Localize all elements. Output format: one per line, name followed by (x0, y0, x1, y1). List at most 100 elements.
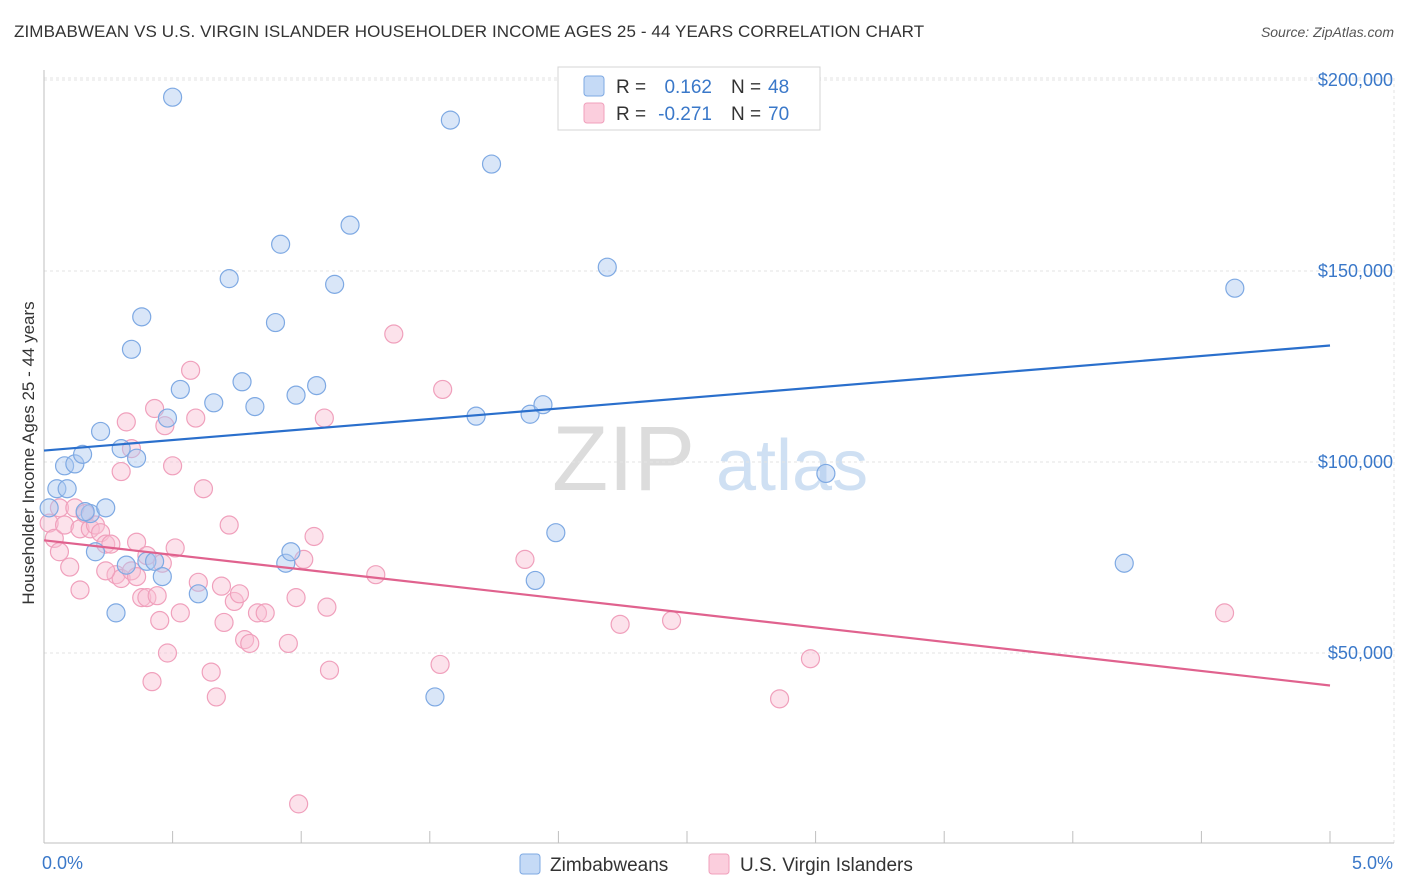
virgin-islanders-point-58 (366, 565, 386, 585)
virgin-islanders-point-7 (70, 519, 90, 539)
zimbabweans-point-40 (525, 570, 545, 591)
virgin-islanders-point-31 (157, 643, 178, 663)
legend-swatch-virgin-islanders (708, 853, 730, 875)
zimbabweans-point-11 (111, 439, 131, 459)
watermark-zip: ZIP (552, 408, 695, 510)
virgin-islanders-point-4 (54, 515, 75, 535)
virgin-islanders-point-67 (1214, 603, 1235, 623)
zimbabweans-point-1 (47, 479, 67, 499)
zimbabweans-point-46 (1225, 278, 1245, 298)
virgin-islanders-point-27 (144, 398, 165, 419)
zimbabweans-point-25 (232, 372, 252, 392)
virgin-islanders-point-29 (150, 610, 170, 631)
virgin-islanders-point-8 (70, 580, 90, 600)
stats-r-label-2: R = (616, 104, 646, 125)
y-tick-label-150k: $150,000 (1318, 261, 1393, 281)
virgin-islanders-point-33 (165, 538, 185, 558)
zimbabweans-point-24 (219, 269, 239, 289)
virgin-islanders-point-65 (769, 689, 790, 709)
virgin-islanders-point-47 (240, 633, 260, 654)
zimbabweans-point-13 (121, 339, 142, 359)
zimbabweans-point-8 (96, 498, 116, 518)
virgin-islanders-point-3 (49, 542, 70, 562)
zimbabweans-point-23 (204, 393, 224, 413)
virgin-islanders-point-46 (235, 630, 255, 650)
virgin-islanders-point-38 (193, 479, 214, 499)
virgin-islanders-point-50 (278, 633, 298, 654)
zimbabweans-point-45 (1114, 553, 1134, 573)
zimbabweans-point-44 (816, 463, 836, 484)
zimbabweans-point-19 (157, 408, 178, 428)
stats-legend: R = 0.162 N = 48 R = -0.271 N = 70 (557, 66, 821, 131)
zimbabweans-point-18 (152, 566, 172, 587)
zimbabweans-point-27 (265, 312, 286, 333)
zimbabweans-point-31 (286, 385, 306, 405)
virgin-islanders-point-51 (286, 588, 306, 608)
zimbabweans-trend-line (43, 344, 1331, 452)
virgin-islanders-point-59 (384, 324, 404, 344)
legend-label-zimbabweans: Zimbabweans (550, 855, 668, 876)
virgin-islanders-point-63 (610, 614, 630, 634)
zimbabweans-point-33 (325, 274, 345, 294)
zimbabweans-point-32 (307, 376, 327, 396)
zimbabweans-point-21 (170, 379, 190, 400)
zimbabweans-point-47 (75, 502, 95, 522)
virgin-islanders-point-45 (229, 584, 250, 604)
zimbabweans-point-26 (245, 397, 265, 417)
trend-lines (43, 344, 1331, 687)
virgin-islanders-point-52 (289, 794, 309, 814)
zimbabweans-point-5 (72, 444, 93, 464)
virgin-islanders-point-30 (155, 416, 175, 436)
virgin-islanders-trend-line (43, 539, 1331, 687)
stats-r-value-1: 0.162 (664, 77, 712, 98)
virgin-islanders-point-61 (433, 379, 453, 400)
zimbabweans-point-20 (163, 87, 183, 107)
virgin-islanders-point-56 (317, 597, 337, 617)
virgin-islanders-point-26 (142, 672, 162, 692)
virgin-islanders-point-0 (39, 513, 59, 533)
stats-swatch-virgin-islanders (583, 102, 605, 124)
stats-n-label-2: N = (731, 104, 761, 125)
virgin-islanders-point-54 (304, 526, 324, 547)
x-tick-label-max: 5.0% (1352, 853, 1393, 873)
virgin-islanders-point-2 (49, 498, 70, 518)
zimbabweans-point-6 (90, 421, 111, 442)
zimbabweans-point-12 (116, 555, 136, 575)
zimbabweans-points (39, 87, 1245, 707)
virgin-islanders-point-39 (201, 662, 221, 682)
virgin-islanders-point-35 (181, 360, 201, 380)
stats-r-value-2: -0.271 (658, 104, 712, 125)
virgin-islanders-point-15 (106, 565, 126, 585)
virgin-islanders-point-43 (219, 515, 239, 535)
virgin-islanders-point-40 (206, 687, 226, 707)
virgin-islanders-point-32 (163, 456, 183, 476)
virgin-islanders-point-20 (121, 561, 142, 581)
axes (43, 70, 1394, 844)
virgin-islanders-point-64 (661, 610, 682, 631)
zimbabweans-point-2 (57, 479, 77, 499)
zimbabweans-point-42 (546, 523, 566, 543)
zimbabweans-point-30 (281, 542, 301, 562)
virgin-islanders-point-18 (116, 412, 136, 432)
y-tick-label-200k: $200,000 (1318, 70, 1393, 90)
zimbabweans-point-36 (440, 110, 460, 130)
virgin-islanders-point-10 (80, 519, 100, 539)
zimbabweans-point-14 (126, 448, 147, 468)
y-axis-title: Householder Income Ages 25 - 44 years (19, 301, 38, 604)
stats-n-value-2: 70 (768, 104, 789, 125)
zimbabweans-point-28 (271, 234, 291, 254)
virgin-islanders-point-48 (247, 603, 268, 623)
grid-lines (44, 77, 1395, 843)
zimbabweans-point-15 (132, 307, 152, 327)
virgin-islanders-point-41 (211, 576, 232, 596)
virgin-islanders-point-42 (214, 612, 234, 633)
virgin-islanders-point-28 (147, 586, 167, 606)
zimbabweans-point-22 (188, 584, 208, 604)
series-legend: Zimbabweans U.S. Virgin Islanders (519, 853, 913, 876)
source-credit: Source: ZipAtlas.com (1260, 24, 1394, 40)
zimbabweans-point-38 (481, 154, 502, 174)
zimbabweans-point-10 (106, 603, 126, 623)
virgin-islanders-point-37 (188, 572, 208, 592)
